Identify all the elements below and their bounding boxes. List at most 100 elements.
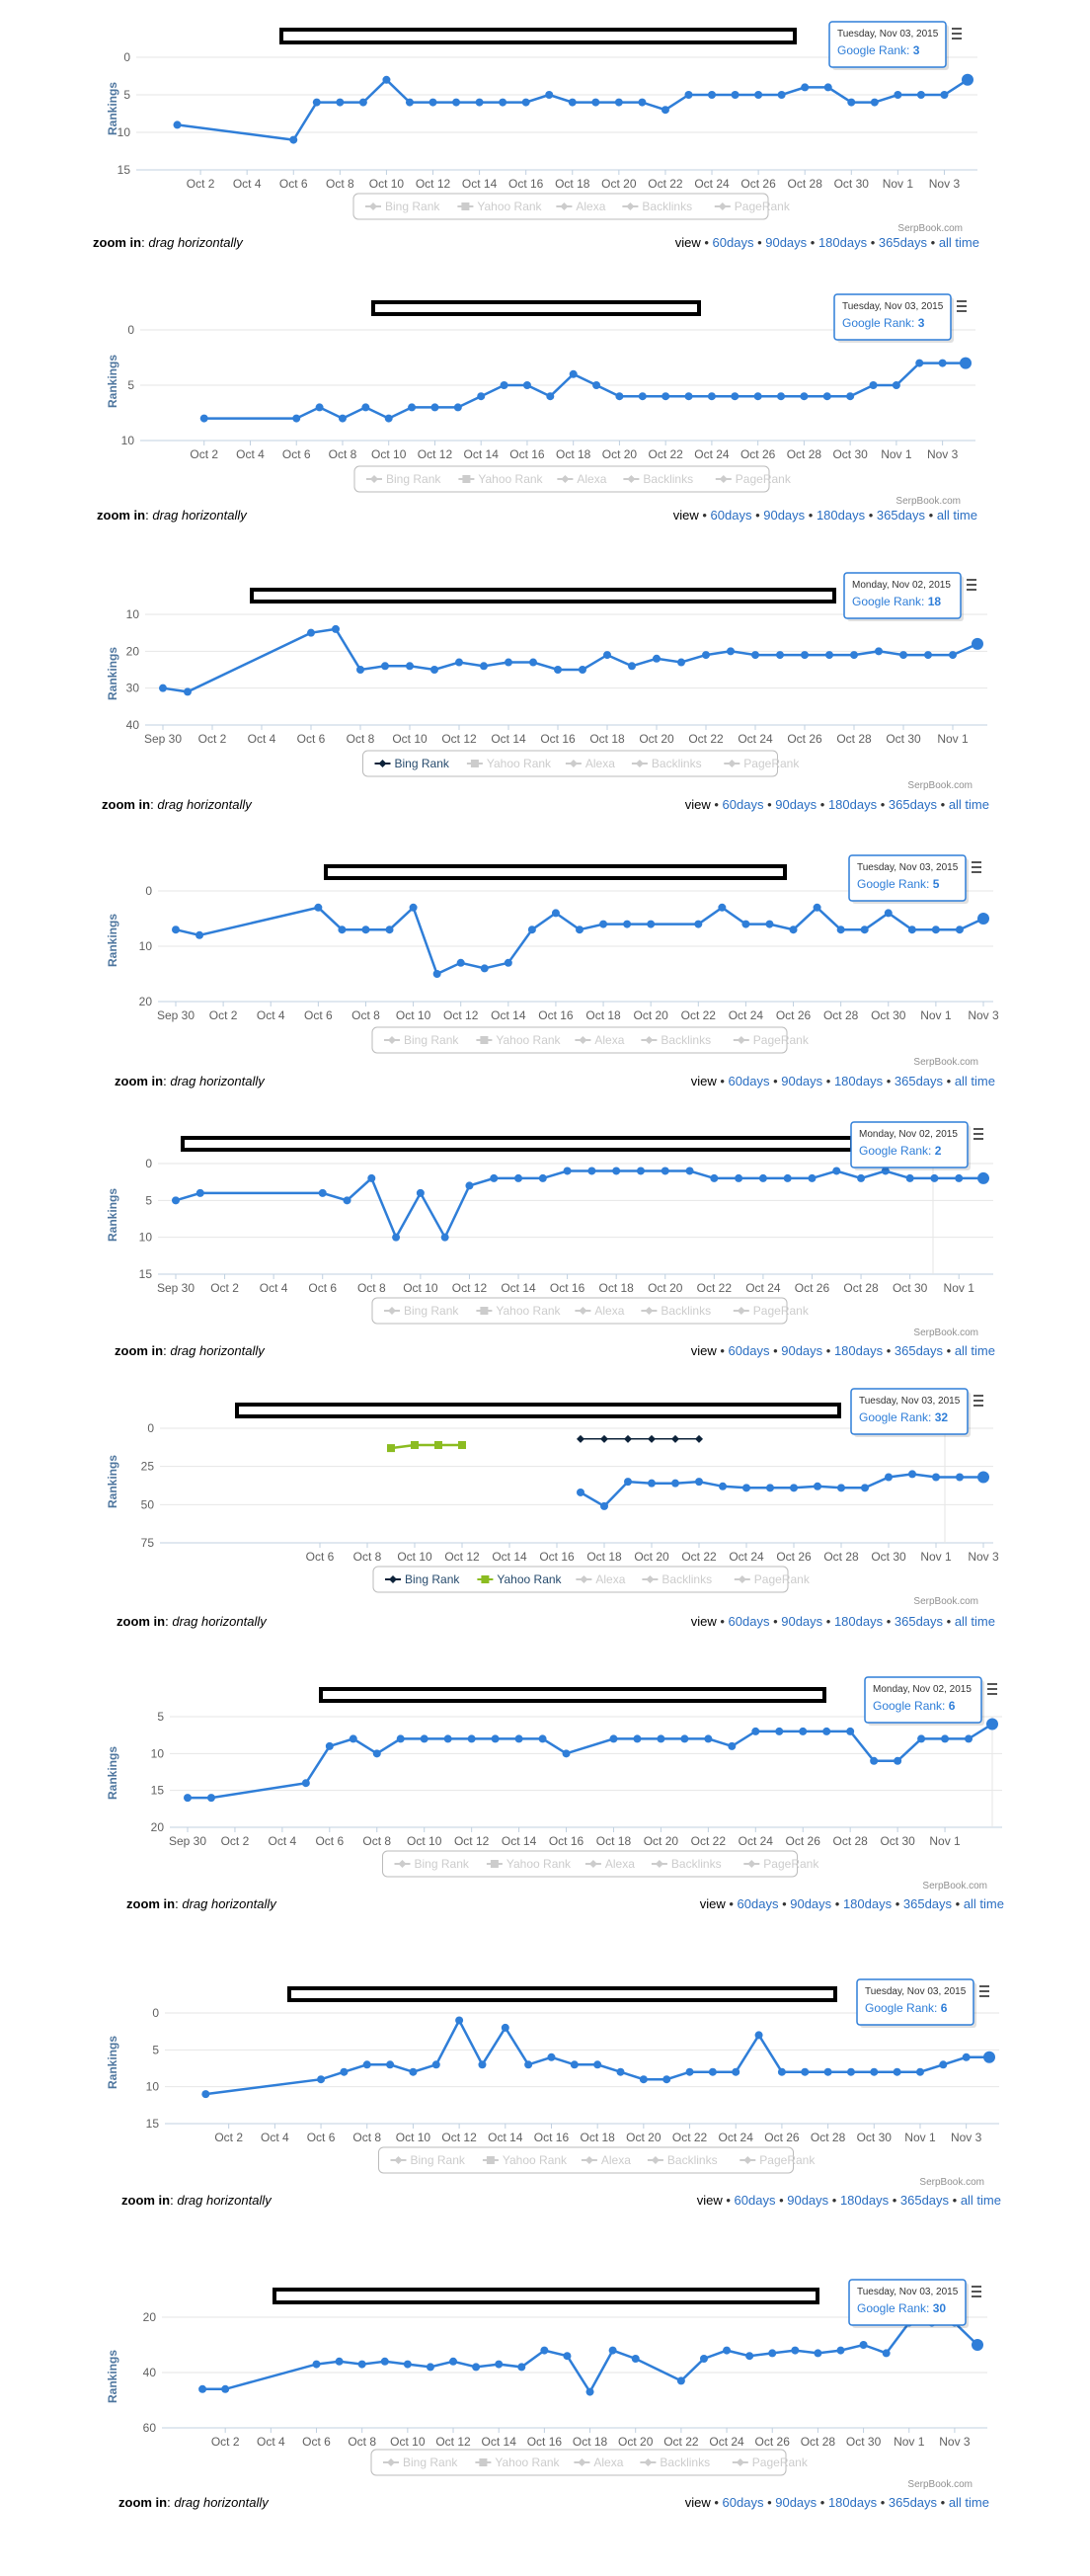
view-link-180days[interactable]: 180days bbox=[827, 797, 878, 812]
view-link-365days[interactable]: 365days bbox=[888, 2495, 938, 2510]
legend-item[interactable]: Alexa bbox=[601, 2153, 631, 2167]
view-link-all-time[interactable]: all time bbox=[948, 797, 989, 812]
legend-item[interactable]: Bing Rank bbox=[386, 472, 441, 486]
legend-item[interactable]: Yahoo Rank bbox=[495, 2455, 560, 2469]
legend-item[interactable]: Yahoo Rank bbox=[478, 472, 543, 486]
legend-item[interactable]: PageRank bbox=[753, 1304, 810, 1318]
credit-link[interactable]: SerpBook.com bbox=[919, 2177, 984, 2188]
view-link-all-time[interactable]: all time bbox=[960, 2193, 1001, 2208]
legend-item[interactable]: Backlinks bbox=[660, 2455, 710, 2469]
legend-item[interactable]: Yahoo Rank bbox=[506, 1857, 572, 1871]
view-link-90days[interactable]: 90days bbox=[790, 1896, 832, 1911]
view-link-60days[interactable]: 60days bbox=[737, 1896, 779, 1911]
legend-item[interactable]: Yahoo Rank bbox=[496, 1033, 561, 1047]
legend-item[interactable]: PageRank bbox=[736, 472, 792, 486]
credit-link[interactable]: SerpBook.com bbox=[907, 780, 973, 791]
legend-item[interactable]: PageRank bbox=[743, 757, 800, 770]
view-link-60days[interactable]: 60days bbox=[728, 1614, 770, 1629]
legend-item[interactable]: Backlinks bbox=[643, 472, 693, 486]
view-link-60days[interactable]: 60days bbox=[722, 2495, 764, 2510]
legend-item[interactable]: Alexa bbox=[595, 1572, 625, 1586]
view-link-60days[interactable]: 60days bbox=[734, 2193, 776, 2208]
legend-item[interactable]: Alexa bbox=[593, 2455, 623, 2469]
view-link-180days[interactable]: 180days bbox=[842, 1896, 893, 1911]
view-link-90days[interactable]: 90days bbox=[787, 2193, 829, 2208]
view-link-365days[interactable]: 365days bbox=[876, 508, 926, 523]
view-link-60days[interactable]: 60days bbox=[728, 1343, 770, 1358]
legend-item[interactable]: Alexa bbox=[605, 1857, 635, 1871]
view-link-90days[interactable]: 90days bbox=[775, 797, 818, 812]
view-link-365days[interactable]: 365days bbox=[894, 1614, 944, 1629]
legend-item[interactable]: PageRank bbox=[735, 200, 791, 213]
legend-item[interactable]: Bing Rank bbox=[395, 757, 450, 770]
view-link-180days[interactable]: 180days bbox=[833, 1343, 884, 1358]
credit-link[interactable]: SerpBook.com bbox=[913, 1596, 978, 1607]
legend-item[interactable]: PageRank bbox=[753, 1033, 810, 1047]
legend-item[interactable]: Alexa bbox=[577, 472, 606, 486]
view-link-all-time[interactable]: all time bbox=[948, 2495, 989, 2510]
data-point bbox=[653, 654, 661, 663]
legend-item[interactable]: Yahoo Rank bbox=[477, 200, 542, 213]
legend-item[interactable]: Backlinks bbox=[661, 1304, 711, 1318]
legend-item[interactable]: PageRank bbox=[759, 2153, 816, 2167]
view-link-365days[interactable]: 365days bbox=[902, 1896, 953, 1911]
view-link-180days[interactable]: 180days bbox=[839, 2193, 890, 2208]
legend-item[interactable]: Alexa bbox=[594, 1304, 624, 1318]
view-link-90days[interactable]: 90days bbox=[781, 1074, 823, 1088]
view-link-60days[interactable]: 60days bbox=[728, 1074, 770, 1088]
legend-item[interactable]: Backlinks bbox=[661, 1033, 711, 1047]
legend-item[interactable]: Backlinks bbox=[671, 1857, 722, 1871]
legend-item[interactable]: Backlinks bbox=[642, 200, 692, 213]
view-link-90days[interactable]: 90days bbox=[775, 2495, 818, 2510]
view-link-60days[interactable]: 60days bbox=[722, 797, 764, 812]
view-link-all-time[interactable]: all time bbox=[938, 235, 979, 250]
credit-link[interactable]: SerpBook.com bbox=[897, 223, 963, 234]
view-link-365days[interactable]: 365days bbox=[894, 1074, 944, 1088]
legend-item[interactable]: Bing Rank bbox=[404, 1033, 459, 1047]
legend-item[interactable]: Bing Rank bbox=[385, 200, 440, 213]
view-link-all-time[interactable]: all time bbox=[954, 1074, 995, 1088]
view-link-all-time[interactable]: all time bbox=[936, 508, 977, 523]
legend-item[interactable]: Alexa bbox=[585, 757, 615, 770]
view-link-180days[interactable]: 180days bbox=[827, 2495, 878, 2510]
legend-item[interactable]: PageRank bbox=[754, 1572, 811, 1586]
view-link-365days[interactable]: 365days bbox=[878, 235, 928, 250]
legend-item[interactable]: Bing Rank bbox=[415, 1857, 470, 1871]
view-link-365days[interactable]: 365days bbox=[899, 2193, 950, 2208]
legend-item[interactable]: Yahoo Rank bbox=[487, 757, 552, 770]
legend-item[interactable]: PageRank bbox=[752, 2455, 809, 2469]
legend-item[interactable]: Bing Rank bbox=[404, 1304, 459, 1318]
view-link-all-time[interactable]: all time bbox=[954, 1614, 995, 1629]
view-link-90days[interactable]: 90days bbox=[763, 508, 806, 523]
legend-item[interactable]: Yahoo Rank bbox=[496, 1304, 561, 1318]
credit-link[interactable]: SerpBook.com bbox=[913, 1328, 978, 1338]
view-link-180days[interactable]: 180days bbox=[833, 1074, 884, 1088]
view-link-90days[interactable]: 90days bbox=[781, 1614, 823, 1629]
legend-item[interactable]: PageRank bbox=[763, 1857, 819, 1871]
credit-link[interactable]: SerpBook.com bbox=[907, 2479, 973, 2490]
legend-item[interactable]: Backlinks bbox=[652, 757, 702, 770]
view-link-365days[interactable]: 365days bbox=[894, 1343, 944, 1358]
credit-link[interactable]: SerpBook.com bbox=[895, 496, 961, 507]
view-link-90days[interactable]: 90days bbox=[781, 1343, 823, 1358]
view-link-60days[interactable]: 60days bbox=[712, 235, 754, 250]
legend-item[interactable]: Bing Rank bbox=[405, 1572, 460, 1586]
legend-item[interactable]: Bing Rank bbox=[403, 2455, 458, 2469]
view-link-all-time[interactable]: all time bbox=[954, 1343, 995, 1358]
legend-item[interactable]: Yahoo Rank bbox=[497, 1572, 562, 1586]
view-link-180days[interactable]: 180days bbox=[818, 235, 868, 250]
legend-item[interactable]: Yahoo Rank bbox=[503, 2153, 568, 2167]
credit-link[interactable]: SerpBook.com bbox=[913, 1057, 978, 1068]
view-link-60days[interactable]: 60days bbox=[710, 508, 752, 523]
view-link-all-time[interactable]: all time bbox=[963, 1896, 1004, 1911]
view-link-90days[interactable]: 90days bbox=[765, 235, 808, 250]
credit-link[interactable]: SerpBook.com bbox=[922, 1881, 987, 1892]
legend-item[interactable]: Bing Rank bbox=[411, 2153, 466, 2167]
legend-item[interactable]: Backlinks bbox=[662, 1572, 712, 1586]
view-link-180days[interactable]: 180days bbox=[833, 1614, 884, 1629]
legend-item[interactable]: Alexa bbox=[576, 200, 605, 213]
view-link-180days[interactable]: 180days bbox=[816, 508, 866, 523]
view-link-365days[interactable]: 365days bbox=[888, 797, 938, 812]
legend-item[interactable]: Alexa bbox=[594, 1033, 624, 1047]
legend-item[interactable]: Backlinks bbox=[667, 2153, 718, 2167]
